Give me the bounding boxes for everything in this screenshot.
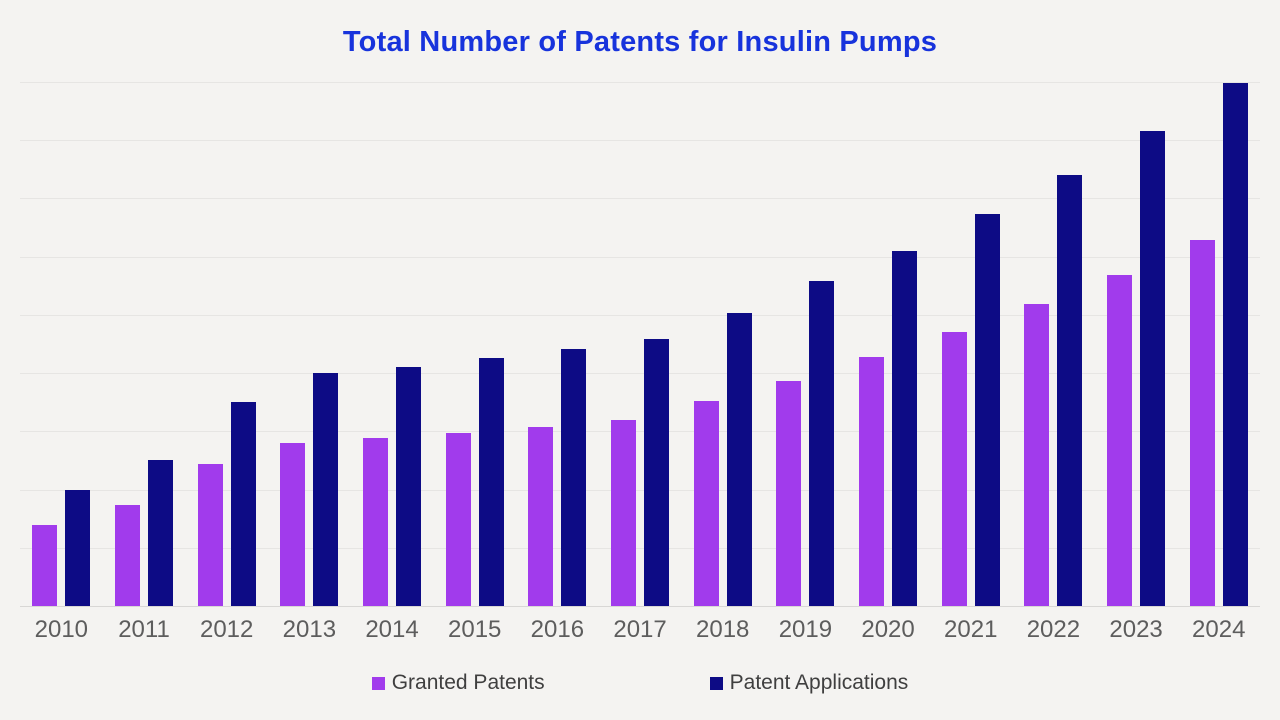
bar-granted-patents-2017 [611, 419, 637, 606]
bar-granted-patents-2010 [32, 524, 58, 606]
bar-group-2014 [351, 82, 434, 606]
x-axis-label-2022: 2022 [1026, 616, 1081, 643]
x-axis-label-2011: 2011 [118, 616, 170, 643]
x-axis-label-2017: 2017 [613, 616, 667, 643]
bar-group-2022 [1012, 82, 1095, 606]
bar-granted-patents-2019 [776, 381, 802, 606]
bar-patent-applications-2015 [478, 357, 504, 606]
gridline [20, 140, 1260, 141]
gridline [20, 490, 1260, 491]
legend: Granted Patents Patent Applications [0, 667, 1280, 699]
bar-patent-applications-2017 [644, 339, 670, 606]
x-axis-label-2021: 2021 [944, 616, 998, 643]
bar-group-2011 [103, 82, 186, 606]
bar-patent-applications-2016 [561, 348, 587, 606]
legend-label-granted-patents: Granted Patents [391, 671, 545, 694]
bar-patent-applications-2021 [974, 213, 1000, 606]
bar-group-2015 [433, 82, 516, 606]
legend-swatch-granted-patents-icon [371, 676, 385, 690]
gridline [20, 82, 1260, 83]
gridline [20, 373, 1260, 374]
gridline [20, 198, 1260, 199]
bar-patent-applications-2010 [65, 489, 91, 606]
x-axis-label-2014: 2014 [365, 616, 419, 643]
bar-granted-patents-2014 [363, 438, 389, 606]
bar-granted-patents-2013 [280, 442, 306, 606]
bar-group-2024 [1177, 82, 1260, 606]
x-axis-label-2013: 2013 [282, 616, 337, 643]
bar-patent-applications-2024 [1222, 83, 1248, 606]
bar-granted-patents-2011 [115, 504, 140, 606]
x-axis-label-2010: 2010 [34, 616, 89, 643]
bar-granted-patents-2018 [693, 401, 719, 606]
bar-granted-patents-2022 [1024, 304, 1050, 606]
bar-patent-applications-2019 [809, 281, 835, 606]
x-axis-label-2015: 2015 [448, 616, 502, 643]
gridline [20, 315, 1260, 316]
bar-group-2016 [516, 82, 599, 606]
bar-granted-patents-2023 [1107, 275, 1133, 606]
x-axis-label-2012: 2012 [199, 616, 254, 643]
x-axis-label-2019: 2019 [778, 616, 833, 643]
bar-patent-applications-2012 [230, 402, 256, 606]
bar-patent-applications-2022 [1057, 175, 1083, 606]
x-axis-label-2016: 2016 [530, 616, 585, 643]
legend-swatch-patent-applications-icon [709, 676, 723, 690]
x-axis-label-2023: 2023 [1109, 616, 1163, 643]
bar-patent-applications-2014 [396, 367, 422, 606]
legend-item-patent-applications: Patent Applications [709, 671, 909, 695]
bar-group-2012 [185, 82, 268, 606]
x-axis-baseline [20, 606, 1260, 607]
bar-patent-applications-2013 [313, 373, 339, 606]
gridline [20, 257, 1260, 258]
x-axis-labels: 2010 2011 2012 2013 2014 2015 2016 2017 2018 2019… [20, 612, 1260, 648]
bar-group-2013 [268, 82, 351, 606]
x-axis-label-2024: 2024 [1192, 616, 1246, 643]
legend-item-granted-patents: Granted Patents [371, 671, 545, 695]
x-axis-label-2018: 2018 [696, 616, 750, 643]
bar-granted-patents-2016 [528, 426, 554, 606]
bar-granted-patents-2012 [197, 463, 223, 606]
gridline [20, 548, 1260, 549]
x-axis-label-2020: 2020 [861, 616, 915, 643]
bar-group-2020 [847, 82, 930, 606]
legend-label-patent-applications: Patent Applications [729, 671, 909, 694]
chart-title: Total Number of Patents for Insulin Pump… [342, 26, 938, 58]
bar-patent-applications-2011 [148, 460, 173, 606]
bar-patent-applications-2018 [726, 312, 752, 606]
bar-group-2019 [764, 82, 847, 606]
bar-group-2023 [1095, 82, 1178, 606]
bar-granted-patents-2020 [859, 356, 885, 606]
bar-patent-applications-2020 [892, 250, 918, 606]
bar-granted-patents-2024 [1189, 240, 1215, 606]
bars-layer [20, 82, 1260, 606]
gridline [20, 431, 1260, 432]
bar-group-2010 [20, 82, 103, 606]
bar-granted-patents-2021 [941, 332, 967, 606]
bar-group-2018 [681, 82, 764, 606]
bar-patent-applications-2023 [1140, 130, 1166, 606]
bar-group-2021 [929, 82, 1012, 606]
bar-group-2017 [599, 82, 682, 606]
bar-granted-patents-2015 [445, 432, 471, 606]
plot-area [20, 82, 1260, 607]
